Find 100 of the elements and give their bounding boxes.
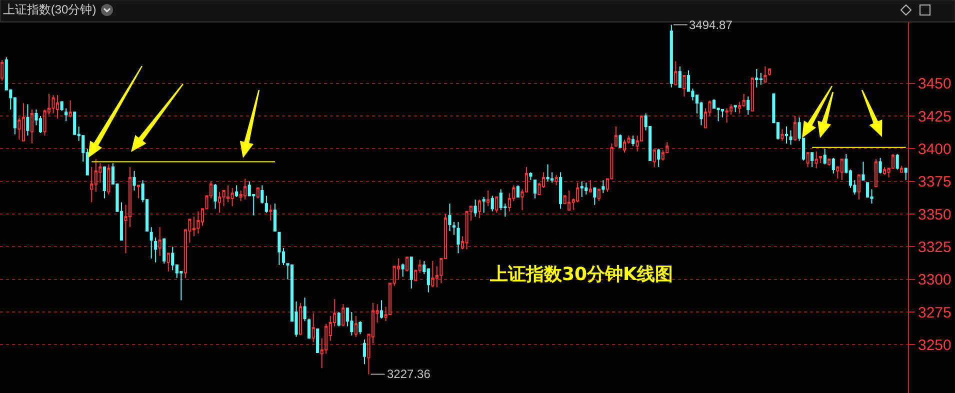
candlestick xyxy=(784,126,788,144)
candlestick xyxy=(226,184,230,203)
candlestick xyxy=(546,164,550,182)
candlestick xyxy=(64,108,68,122)
candlestick xyxy=(529,172,532,181)
candlestick xyxy=(674,60,678,86)
candlestick xyxy=(823,148,826,165)
candlestick xyxy=(755,68,758,88)
candlestick xyxy=(358,320,362,335)
y-tick-label: 3375 xyxy=(918,174,952,191)
candlestick xyxy=(230,187,234,207)
candlestick xyxy=(0,59,4,82)
candlestick xyxy=(559,172,562,210)
candlestick xyxy=(264,195,268,214)
candlestick xyxy=(588,180,592,192)
candlestick xyxy=(150,226,153,259)
candlestick xyxy=(602,180,605,194)
candlestick xyxy=(107,164,110,195)
candlestick xyxy=(819,156,822,164)
y-tick-label: 3250 xyxy=(918,336,952,354)
candlestick xyxy=(746,96,750,116)
candlestick xyxy=(568,190,571,211)
y-tick-label: 3425 xyxy=(918,108,952,126)
candlestick xyxy=(260,184,264,204)
candlestick xyxy=(482,196,486,214)
candlestick xyxy=(780,128,784,142)
candlestick xyxy=(214,183,217,210)
candlestick xyxy=(316,328,320,353)
candlestick xyxy=(401,263,404,278)
candlestick xyxy=(26,104,30,136)
candlestick xyxy=(102,166,106,199)
candlestick xyxy=(883,166,886,176)
candlestick xyxy=(768,68,771,76)
candlestick xyxy=(490,195,494,212)
candlestick xyxy=(456,221,460,254)
candlestick xyxy=(68,100,72,118)
candlestick xyxy=(298,302,302,335)
y-tick-label: 3450 xyxy=(918,76,952,93)
candlestick xyxy=(244,178,247,200)
candlestick xyxy=(337,312,340,327)
candlestick xyxy=(657,148,660,168)
candlestick xyxy=(580,180,584,198)
candlestick xyxy=(828,158,831,166)
candlestick xyxy=(840,158,844,181)
candlestick xyxy=(554,174,558,186)
candlestick xyxy=(533,180,537,199)
candlestick xyxy=(734,105,737,113)
y-tick-label: 3350 xyxy=(918,206,952,224)
candlestick xyxy=(618,134,622,148)
candlestick xyxy=(235,184,238,198)
candlestick xyxy=(896,153,899,170)
candlestick xyxy=(632,135,635,147)
candlestick xyxy=(166,252,170,272)
annotation: 上证指数30分钟K线图 xyxy=(489,264,673,285)
candlestick xyxy=(158,226,162,256)
y-tick-label: 3300 xyxy=(918,272,952,289)
candlestick xyxy=(218,191,222,214)
candlestick xyxy=(814,150,818,169)
candlestick xyxy=(474,199,477,218)
candlestick xyxy=(256,187,260,199)
chart-title: 上证指数(30分钟) xyxy=(2,2,96,17)
candlestick xyxy=(308,318,311,339)
candlestick xyxy=(269,204,272,222)
candlestick xyxy=(154,237,158,263)
candlestick xyxy=(793,116,797,142)
candlestick xyxy=(806,152,810,168)
candlestick xyxy=(196,210,200,234)
candlestick xyxy=(614,126,618,147)
candlestick xyxy=(764,66,767,83)
candlestick xyxy=(380,300,384,320)
candlestick xyxy=(362,338,366,365)
candlestick xyxy=(721,109,724,118)
candlestick xyxy=(410,256,413,289)
candlestick xyxy=(448,203,452,232)
candlestick xyxy=(900,165,904,173)
candlestick xyxy=(452,221,456,236)
candlestick xyxy=(137,184,140,199)
y-tick-label: 3325 xyxy=(918,238,952,256)
candlestick xyxy=(584,182,588,195)
candlestick xyxy=(273,203,276,232)
candlestick xyxy=(30,109,34,144)
candlestick xyxy=(832,157,835,174)
candlestick xyxy=(622,139,626,154)
candlestick xyxy=(810,152,814,168)
candlestick xyxy=(904,168,908,181)
candlestick xyxy=(874,158,878,188)
candlestick xyxy=(678,66,682,88)
candlestick xyxy=(486,190,490,207)
y-tick-label: 3400 xyxy=(918,140,952,158)
candlestick xyxy=(759,72,762,86)
y-tick-label: 3275 xyxy=(918,304,952,322)
candlestick xyxy=(593,187,596,206)
annotation: 3227.36 xyxy=(387,367,431,381)
candlestick xyxy=(278,232,281,266)
candlestick xyxy=(789,130,792,146)
candlestick xyxy=(670,24,673,88)
candlestick xyxy=(350,312,354,336)
candlestick xyxy=(478,199,482,218)
candlestick xyxy=(652,150,656,168)
candlestick xyxy=(406,256,409,272)
